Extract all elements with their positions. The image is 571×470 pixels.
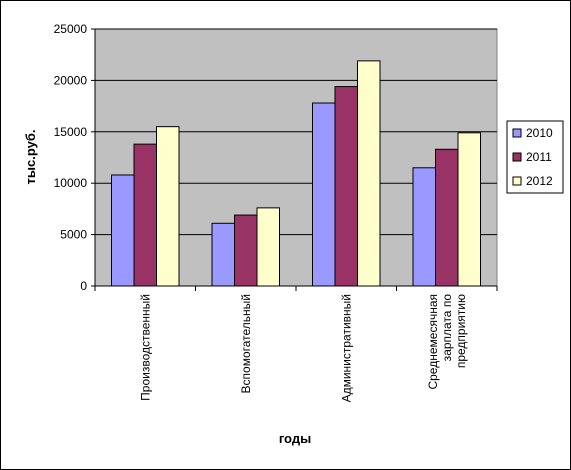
bars (111, 60, 481, 287)
x-category-label: Вспомогательный (239, 294, 253, 393)
x-category-line: Производственный (138, 294, 152, 401)
bar-2010-0 (111, 174, 135, 287)
legend-swatch-2012 (512, 176, 522, 186)
y-tick-label: 10000 (54, 176, 88, 190)
legend-label-2011: 2011 (526, 150, 552, 164)
bar-2010-2 (312, 102, 336, 287)
y-tick-label: 20000 (54, 73, 88, 87)
y-tick-label: 5000 (60, 228, 87, 242)
y-axis-title: тыс.руб. (23, 130, 38, 185)
x-category-label: Среднемесячнаязарплата попредприятию (426, 294, 468, 390)
bar-2012-3 (457, 132, 481, 287)
x-category-line: Среднемесячная (426, 294, 440, 390)
x-category-line: зарплата по (440, 294, 454, 362)
bar-2011-0 (133, 143, 157, 287)
bar-2012-1 (256, 207, 280, 287)
bar-2012-0 (156, 126, 180, 287)
legend-swatch-2011 (512, 152, 522, 162)
x-category-labels: Производственный Вспомогательный Администр… (138, 294, 468, 403)
x-axis-title: годы (279, 431, 311, 446)
bar-2011-1 (234, 214, 258, 287)
legend: 2010 2011 2012 (506, 120, 564, 194)
legend-label-2012: 2012 (526, 174, 553, 188)
x-category-label: Производственный (138, 294, 152, 401)
bar-2011-2 (334, 86, 358, 287)
y-tick-label: 15000 (54, 125, 88, 139)
bar-2010-1 (211, 222, 235, 287)
x-category-line: Административный (339, 294, 353, 402)
x-category-label: Административный (339, 294, 353, 402)
x-category-line: Вспомогательный (239, 294, 253, 393)
bar-2012-2 (357, 60, 381, 287)
axes (91, 28, 498, 291)
y-tick-label: 25000 (54, 22, 88, 36)
y-tick-labels: 0 5000 10000 15000 20000 25000 (54, 22, 88, 293)
x-category-line: предприятию (454, 294, 468, 368)
legend-label-2010: 2010 (526, 126, 553, 140)
legend-swatch-2010 (512, 128, 522, 138)
y-tick-label: 0 (80, 279, 87, 293)
bar-2010-3 (412, 167, 436, 287)
bar-2011-3 (435, 148, 459, 287)
